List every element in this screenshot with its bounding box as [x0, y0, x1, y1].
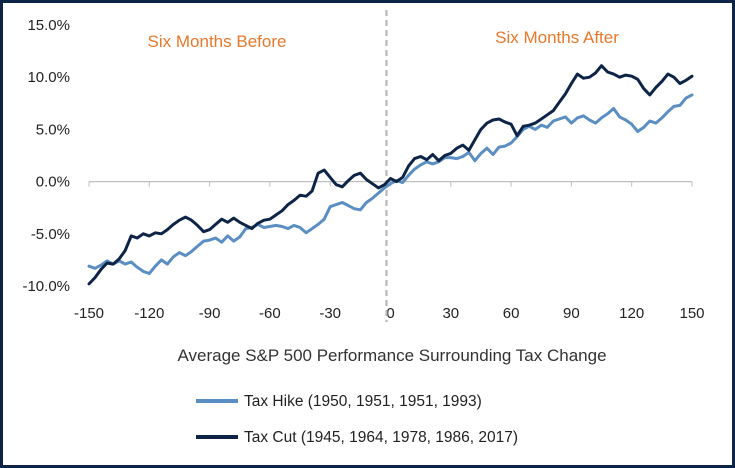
x-tick-label: -60 — [259, 305, 281, 322]
plot-axes: 15.0% 10.0% 5.0% 0.0% -5.0% -10.0%-150 -120 -90… — [22, 17, 704, 322]
x-tick-label: 0 — [386, 305, 394, 322]
y-tick-label: 0.0% — [36, 174, 70, 191]
x-tick-label: -30 — [319, 305, 341, 322]
y-tick-label: 15.0% — [27, 17, 70, 34]
legend: Tax Hike (1950, 1951, 1951, 1993) Tax Cu… — [196, 393, 518, 446]
legend-label-tax-cut: Tax Cut (1945, 1964, 1978, 1986, 2017) — [244, 429, 518, 446]
annotation-six-months-before: Six Months Before — [148, 32, 287, 51]
y-tick-label: -10.0% — [22, 278, 70, 295]
x-tick-label: 120 — [619, 305, 644, 322]
x-axis-title: Average S&P 500 Performance Surrounding … — [177, 346, 606, 365]
x-tick-label: 150 — [679, 305, 704, 322]
y-tick-label: 5.0% — [36, 121, 70, 138]
y-tick-label: -5.0% — [31, 226, 70, 243]
series-lines — [87, 64, 694, 286]
x-tick-label: 60 — [503, 305, 520, 322]
series-line-tax-cut — [87, 64, 694, 286]
series-line-tax-hike — [87, 93, 694, 275]
x-tick-label: 90 — [563, 305, 580, 322]
x-tick-label: 30 — [442, 305, 459, 322]
y-tick-label: 10.0% — [27, 69, 70, 86]
x-tick-label: -120 — [134, 305, 164, 322]
legend-label-tax-hike: Tax Hike (1950, 1951, 1951, 1993) — [244, 393, 482, 410]
x-tick-label: -150 — [74, 305, 104, 322]
x-tick-label: -90 — [199, 305, 221, 322]
annotation-six-months-after: Six Months After — [495, 28, 619, 47]
